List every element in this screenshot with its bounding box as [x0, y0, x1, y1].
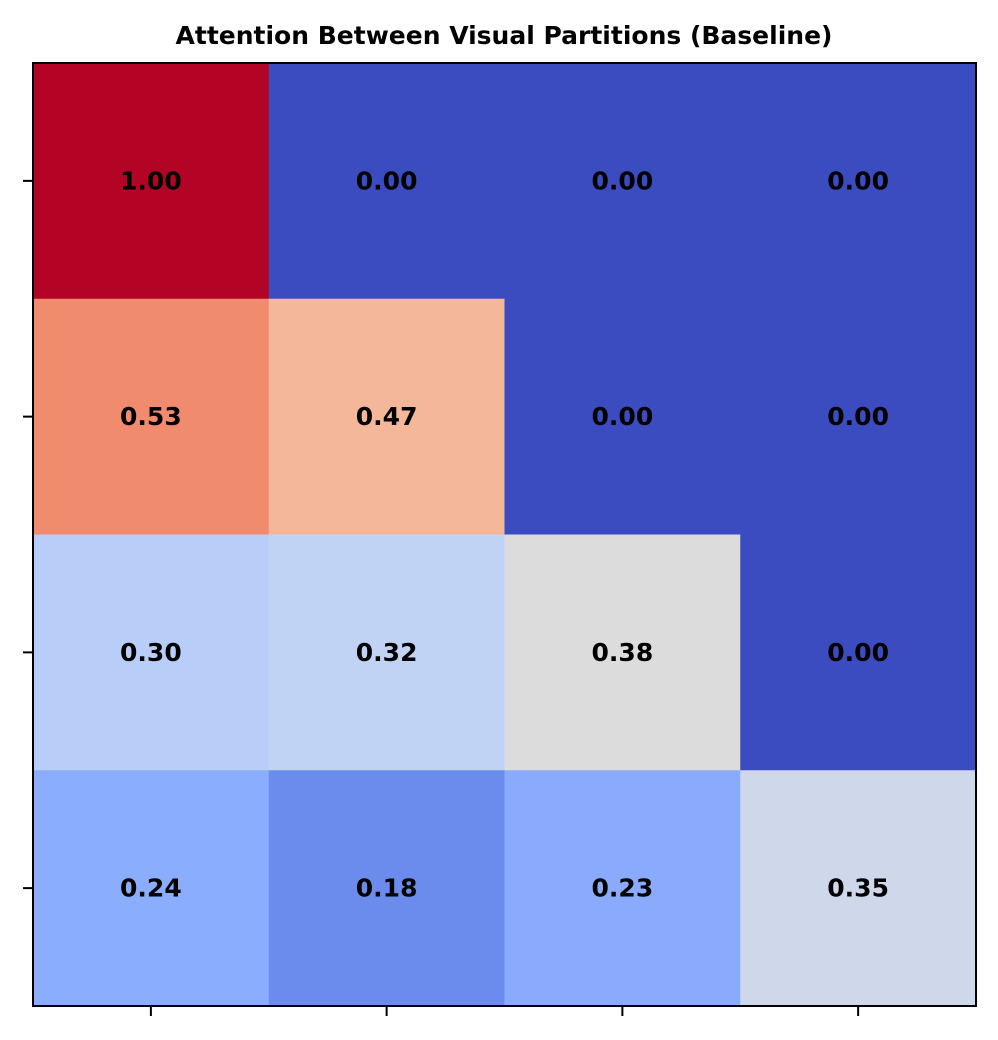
chart-title: Attention Between Visual Partitions (Bas…: [176, 21, 833, 50]
cell-value-label: 0.00: [827, 166, 889, 195]
cell-value-label: 0.24: [120, 874, 182, 903]
cell-value-label: 0.35: [827, 874, 889, 903]
heatmap-cell-r0-c1: [268, 63, 505, 300]
cell-value-label: 0.00: [827, 638, 889, 667]
cell-value-label: 1.00: [120, 166, 182, 195]
heatmap-cell-r2-c0: [33, 534, 270, 771]
cell-value-label: 0.32: [356, 638, 418, 667]
cell-value-label: 0.47: [356, 402, 418, 431]
heatmap-cell-r3-c0: [33, 770, 270, 1007]
cell-value-label: 0.00: [592, 166, 654, 195]
heatmap-cell-r2-c3: [740, 534, 977, 771]
cell-value-label: 0.30: [120, 638, 182, 667]
heatmap-cell-r1-c2: [504, 298, 741, 535]
heatmap-cell-r0-c0: [33, 63, 270, 300]
cell-value-label: 0.00: [356, 166, 418, 195]
y-axis-ticks: [23, 179, 33, 890]
heatmap-cell-r3-c2: [504, 770, 741, 1007]
heatmap-cells: 1.00 0.00 0.00 0.00 0.53 0.47 0.00 0.00 0.30 0.32…: [33, 63, 977, 1007]
cell-value-label: 0.00: [827, 402, 889, 431]
plot-frame: [32, 62, 977, 1007]
cell-value-label: 0.00: [592, 402, 654, 431]
heatmap-cell-r2-c1: [268, 534, 505, 771]
heatmap-cell-r0-c2: [504, 63, 741, 300]
heatmap-cell-r3-c1: [268, 770, 505, 1007]
heatmap-cell-r1-c1: [268, 298, 505, 535]
heatmap-cell-r1-c0: [33, 298, 270, 535]
cell-value-label: 0.23: [592, 874, 654, 903]
x-axis-ticks: [149, 1006, 860, 1016]
cell-value-label: 0.18: [356, 874, 418, 903]
heatmap-cell-r3-c3: [740, 770, 977, 1007]
heatmap-cell-r2-c2: [504, 534, 741, 771]
heatmap-cell-r0-c3: [740, 63, 977, 300]
cell-value-label: 0.53: [120, 402, 182, 431]
heatmap-cell-r1-c3: [740, 298, 977, 535]
cell-value-label: 0.38: [592, 638, 654, 667]
